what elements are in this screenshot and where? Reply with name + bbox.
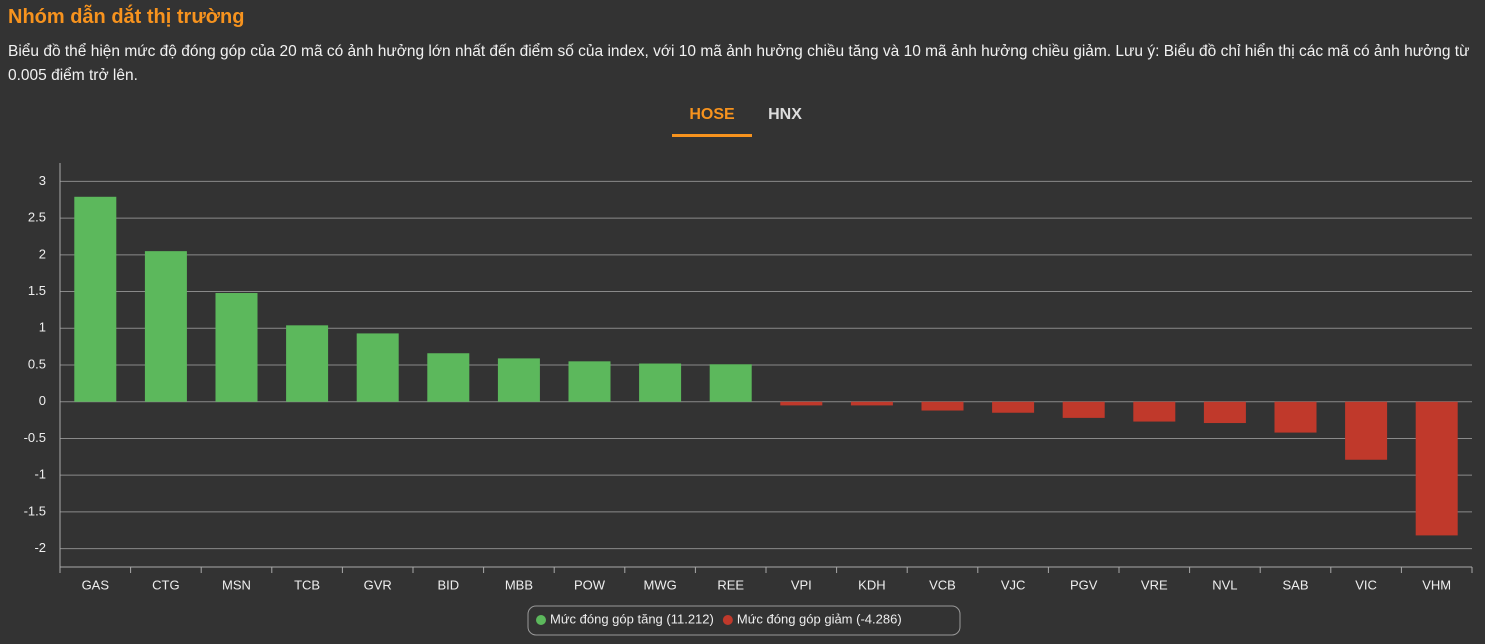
legend-marker[interactable] [722, 615, 733, 625]
x-tick-label: VCB [929, 577, 956, 592]
x-tick-label: NVL [1212, 577, 1237, 592]
subtitle: Biểu đồ thể hiện mức độ đóng góp của 20 … [8, 43, 1470, 84]
x-tick-label: GVR [364, 577, 392, 592]
x-tick-label: BID [437, 577, 459, 592]
x-tick-label: VJC [1001, 577, 1026, 592]
bar [850, 401, 893, 406]
bar [286, 325, 329, 402]
y-tick-label: 0.5 [28, 356, 46, 371]
bar [356, 333, 399, 402]
y-tick-label: 3 [39, 173, 46, 188]
bar [568, 361, 611, 402]
bar [144, 251, 187, 402]
y-tick-label: 2.5 [28, 210, 46, 225]
bar [639, 363, 682, 402]
x-tick-label: KDH [858, 577, 885, 592]
bar [992, 401, 1035, 413]
x-tick-label: MSN [222, 577, 251, 592]
bar [215, 293, 258, 402]
y-tick-label: 1.5 [28, 283, 46, 298]
x-tick-label: GAS [82, 577, 110, 592]
y-tick-label: -1 [34, 467, 46, 482]
legend-label[interactable]: Mức đóng góp tăng (11.212) [550, 611, 714, 626]
bar [1062, 401, 1105, 418]
tab[interactable]: HOSE [672, 106, 752, 137]
legend-label[interactable]: Mức đóng góp giảm (-4.286) [737, 611, 902, 626]
y-tick-label: -0.5 [24, 430, 46, 445]
x-tick-label: VPI [791, 577, 812, 592]
y-tick-label: 0 [39, 393, 46, 408]
x-tick-label: SAB [1282, 577, 1308, 592]
x-tick-label: VHM [1422, 577, 1451, 592]
x-tick-label: TCB [294, 577, 320, 592]
x-tick-label: REE [717, 577, 744, 592]
bar [709, 364, 752, 402]
y-tick-label: -1.5 [24, 503, 46, 518]
legend-box [527, 605, 961, 636]
y-tick-label: 1 [39, 320, 46, 335]
x-tick-label: POW [574, 577, 606, 592]
bar [1274, 401, 1317, 433]
y-tick-label: -2 [34, 540, 46, 555]
bar [427, 353, 470, 402]
tab[interactable]: HNX [768, 106, 802, 123]
bar [1415, 401, 1458, 536]
bar [921, 401, 964, 411]
bar [74, 196, 117, 402]
bar [497, 358, 540, 402]
x-tick-label: PGV [1070, 577, 1098, 592]
x-tick-label: CTG [152, 577, 179, 592]
x-tick-label: MWG [643, 577, 676, 592]
bar [1203, 401, 1246, 424]
bar [1345, 401, 1388, 460]
x-tick-label: MBB [505, 577, 533, 592]
title: Nhóm dẫn dắt thị trường [8, 6, 245, 28]
legend-marker[interactable] [536, 615, 546, 625]
y-tick-label: 2 [39, 246, 46, 261]
bar [1133, 401, 1176, 422]
x-tick-label: VIC [1355, 577, 1377, 592]
bar [780, 401, 823, 406]
x-tick-label: VRE [1141, 577, 1168, 592]
